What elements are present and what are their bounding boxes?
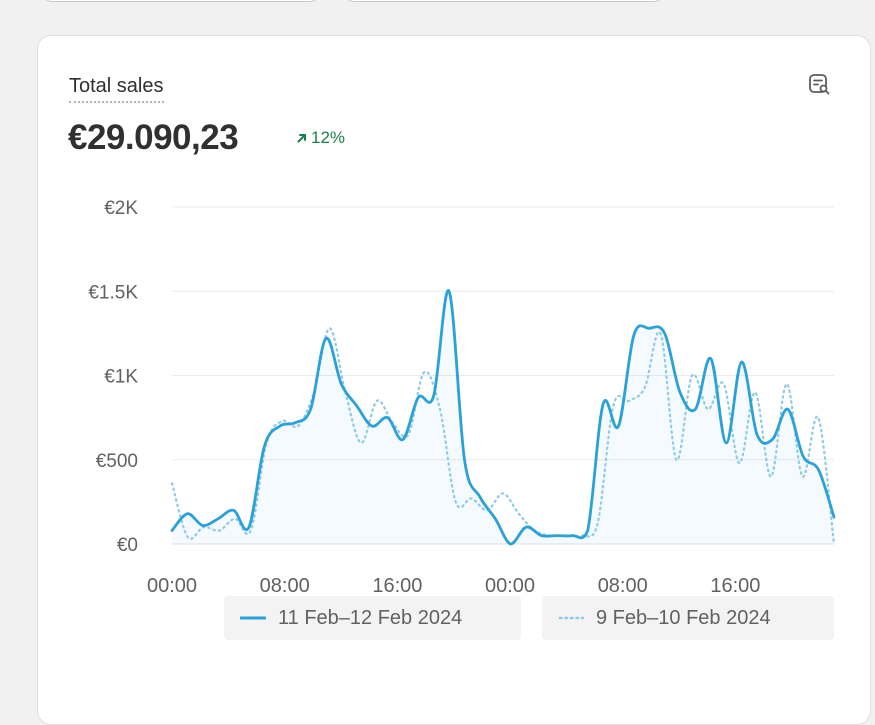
- dotted-line-swatch-icon: [558, 616, 584, 620]
- current-series-area: [172, 290, 834, 544]
- legend-label-comparison: 9 Feb–10 Feb 2024: [596, 606, 771, 629]
- chart-explore-icon: [809, 74, 830, 95]
- x-tick-label: 16:00: [372, 575, 422, 597]
- sales-delta-value: 12%: [311, 128, 346, 147]
- y-tick-label: €2K: [104, 198, 138, 219]
- legend-label-current: 11 Feb–12 Feb 2024: [278, 606, 463, 629]
- legend-item-comparison[interactable]: 9 Feb–10 Feb 2024: [542, 596, 834, 640]
- x-tick-label: 00:00: [485, 575, 535, 597]
- total-sales-value: €29.090,23: [68, 118, 239, 157]
- card-title[interactable]: Total sales: [69, 74, 164, 103]
- y-tick-label: €500: [96, 451, 138, 472]
- y-tick-label: €1K: [104, 367, 138, 388]
- series-line-current: [170, 289, 836, 546]
- x-tick-label: 00:00: [147, 575, 197, 597]
- x-tick-label: 08:00: [260, 575, 310, 597]
- arrow-up-right-icon: [297, 134, 306, 143]
- legend-item-current[interactable]: 11 Feb–12 Feb 2024: [224, 596, 521, 640]
- y-tick-label: €0: [117, 535, 138, 556]
- x-tick-label: 16:00: [710, 575, 760, 597]
- chart-explore-button[interactable]: [806, 71, 832, 97]
- sales-line-chart: €0 €500 €1K €1.5K €2K 00:00 08:00 16:00 00:00 08:…: [88, 198, 836, 597]
- sales-delta-badge: 12%: [296, 128, 345, 148]
- x-tick-label: 08:00: [598, 575, 648, 597]
- solid-line-swatch-icon: [240, 616, 266, 620]
- y-tick-label: €1.5K: [88, 282, 138, 303]
